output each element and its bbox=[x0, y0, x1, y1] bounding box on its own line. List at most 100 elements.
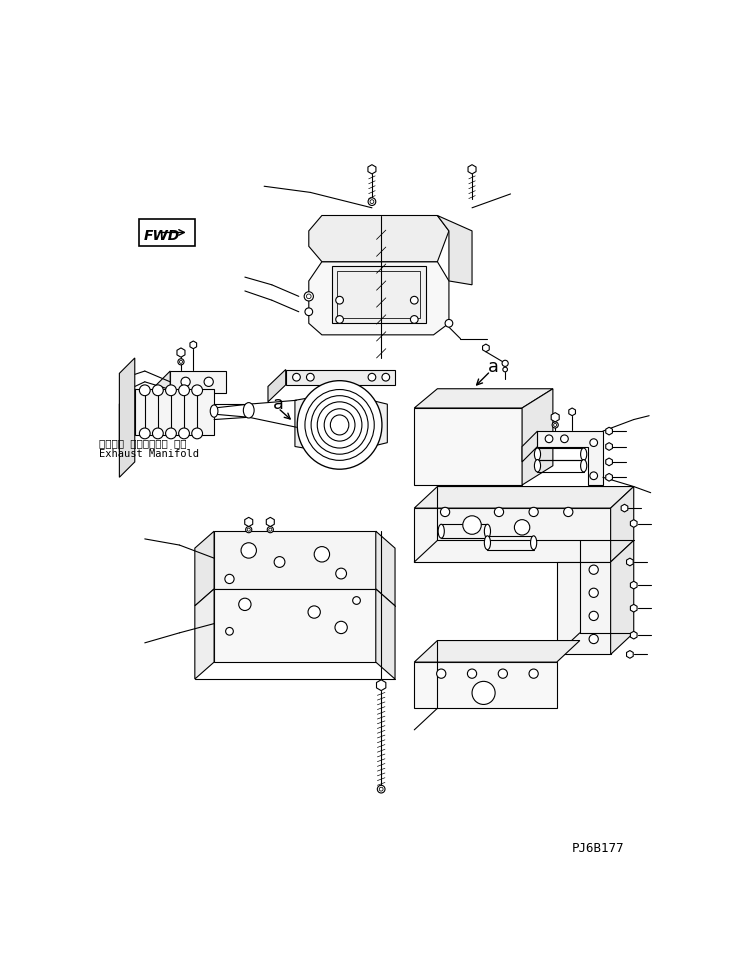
Circle shape bbox=[268, 520, 273, 524]
Polygon shape bbox=[611, 541, 634, 655]
Circle shape bbox=[305, 308, 313, 316]
Polygon shape bbox=[630, 632, 637, 640]
Circle shape bbox=[552, 422, 558, 428]
Polygon shape bbox=[630, 581, 637, 589]
Polygon shape bbox=[606, 427, 612, 435]
Circle shape bbox=[246, 527, 252, 533]
Polygon shape bbox=[606, 458, 612, 466]
Circle shape bbox=[545, 435, 553, 443]
Ellipse shape bbox=[484, 525, 490, 539]
Circle shape bbox=[336, 569, 346, 579]
Circle shape bbox=[607, 430, 611, 433]
Polygon shape bbox=[376, 589, 395, 679]
Circle shape bbox=[179, 351, 183, 356]
Circle shape bbox=[204, 378, 213, 387]
Circle shape bbox=[590, 439, 597, 447]
Circle shape bbox=[503, 368, 507, 372]
Polygon shape bbox=[177, 349, 185, 358]
Circle shape bbox=[178, 359, 184, 365]
Circle shape bbox=[336, 297, 343, 304]
Polygon shape bbox=[195, 589, 214, 679]
Circle shape bbox=[293, 374, 300, 382]
Circle shape bbox=[179, 360, 183, 364]
Circle shape bbox=[632, 634, 635, 638]
Polygon shape bbox=[415, 663, 557, 708]
Circle shape bbox=[166, 428, 176, 439]
Circle shape bbox=[494, 508, 504, 517]
Polygon shape bbox=[630, 605, 637, 612]
Ellipse shape bbox=[580, 449, 587, 461]
Text: a: a bbox=[487, 358, 499, 376]
Ellipse shape bbox=[305, 391, 374, 461]
Polygon shape bbox=[309, 263, 449, 335]
Text: Exhaust Manifold: Exhaust Manifold bbox=[99, 449, 198, 458]
Circle shape bbox=[370, 201, 374, 204]
Polygon shape bbox=[170, 372, 226, 393]
Polygon shape bbox=[415, 509, 611, 562]
Circle shape bbox=[499, 670, 507, 678]
Polygon shape bbox=[309, 216, 449, 263]
Circle shape bbox=[589, 635, 598, 644]
Circle shape bbox=[304, 293, 314, 301]
Circle shape bbox=[239, 599, 251, 610]
Polygon shape bbox=[626, 651, 633, 659]
Circle shape bbox=[181, 378, 190, 387]
Bar bbox=[337, 271, 421, 319]
Ellipse shape bbox=[534, 460, 541, 473]
Polygon shape bbox=[120, 390, 134, 451]
Circle shape bbox=[382, 374, 389, 382]
Circle shape bbox=[589, 611, 598, 621]
Polygon shape bbox=[415, 487, 634, 509]
Polygon shape bbox=[134, 390, 214, 435]
Polygon shape bbox=[120, 359, 134, 478]
Ellipse shape bbox=[210, 405, 218, 418]
Circle shape bbox=[152, 386, 163, 396]
Ellipse shape bbox=[531, 536, 536, 550]
Polygon shape bbox=[482, 345, 489, 353]
Circle shape bbox=[529, 670, 538, 678]
Circle shape bbox=[628, 653, 632, 656]
Polygon shape bbox=[621, 505, 628, 513]
Text: FWD: FWD bbox=[143, 229, 180, 243]
Circle shape bbox=[368, 374, 376, 382]
Polygon shape bbox=[522, 431, 537, 462]
Polygon shape bbox=[376, 532, 395, 607]
Text: エキゾー ストマニホー ルド: エキゾー ストマニホー ルド bbox=[99, 438, 186, 448]
Circle shape bbox=[589, 566, 598, 575]
Polygon shape bbox=[415, 390, 553, 409]
Circle shape bbox=[225, 575, 234, 584]
Circle shape bbox=[623, 507, 626, 511]
Circle shape bbox=[226, 628, 233, 636]
Circle shape bbox=[178, 386, 189, 396]
Bar bbox=[332, 266, 426, 324]
Polygon shape bbox=[606, 474, 612, 482]
Ellipse shape bbox=[484, 536, 490, 550]
Polygon shape bbox=[537, 431, 603, 485]
Ellipse shape bbox=[331, 416, 348, 435]
Circle shape bbox=[590, 473, 597, 480]
Circle shape bbox=[441, 508, 450, 517]
Circle shape bbox=[502, 360, 508, 367]
Polygon shape bbox=[155, 372, 170, 409]
Polygon shape bbox=[266, 517, 274, 527]
Circle shape bbox=[607, 446, 611, 449]
Polygon shape bbox=[630, 520, 637, 528]
Ellipse shape bbox=[534, 449, 541, 461]
Circle shape bbox=[554, 424, 557, 427]
Circle shape bbox=[377, 786, 385, 794]
Ellipse shape bbox=[317, 402, 362, 449]
Circle shape bbox=[306, 374, 314, 382]
Ellipse shape bbox=[244, 403, 254, 419]
Polygon shape bbox=[415, 409, 522, 485]
Circle shape bbox=[560, 435, 568, 443]
Circle shape bbox=[564, 508, 573, 517]
Polygon shape bbox=[190, 342, 197, 350]
Circle shape bbox=[314, 547, 330, 562]
Circle shape bbox=[607, 476, 611, 480]
Circle shape bbox=[140, 428, 150, 439]
Circle shape bbox=[514, 520, 530, 536]
Circle shape bbox=[192, 344, 195, 347]
Circle shape bbox=[410, 297, 418, 304]
Circle shape bbox=[632, 522, 635, 526]
Circle shape bbox=[628, 561, 632, 564]
